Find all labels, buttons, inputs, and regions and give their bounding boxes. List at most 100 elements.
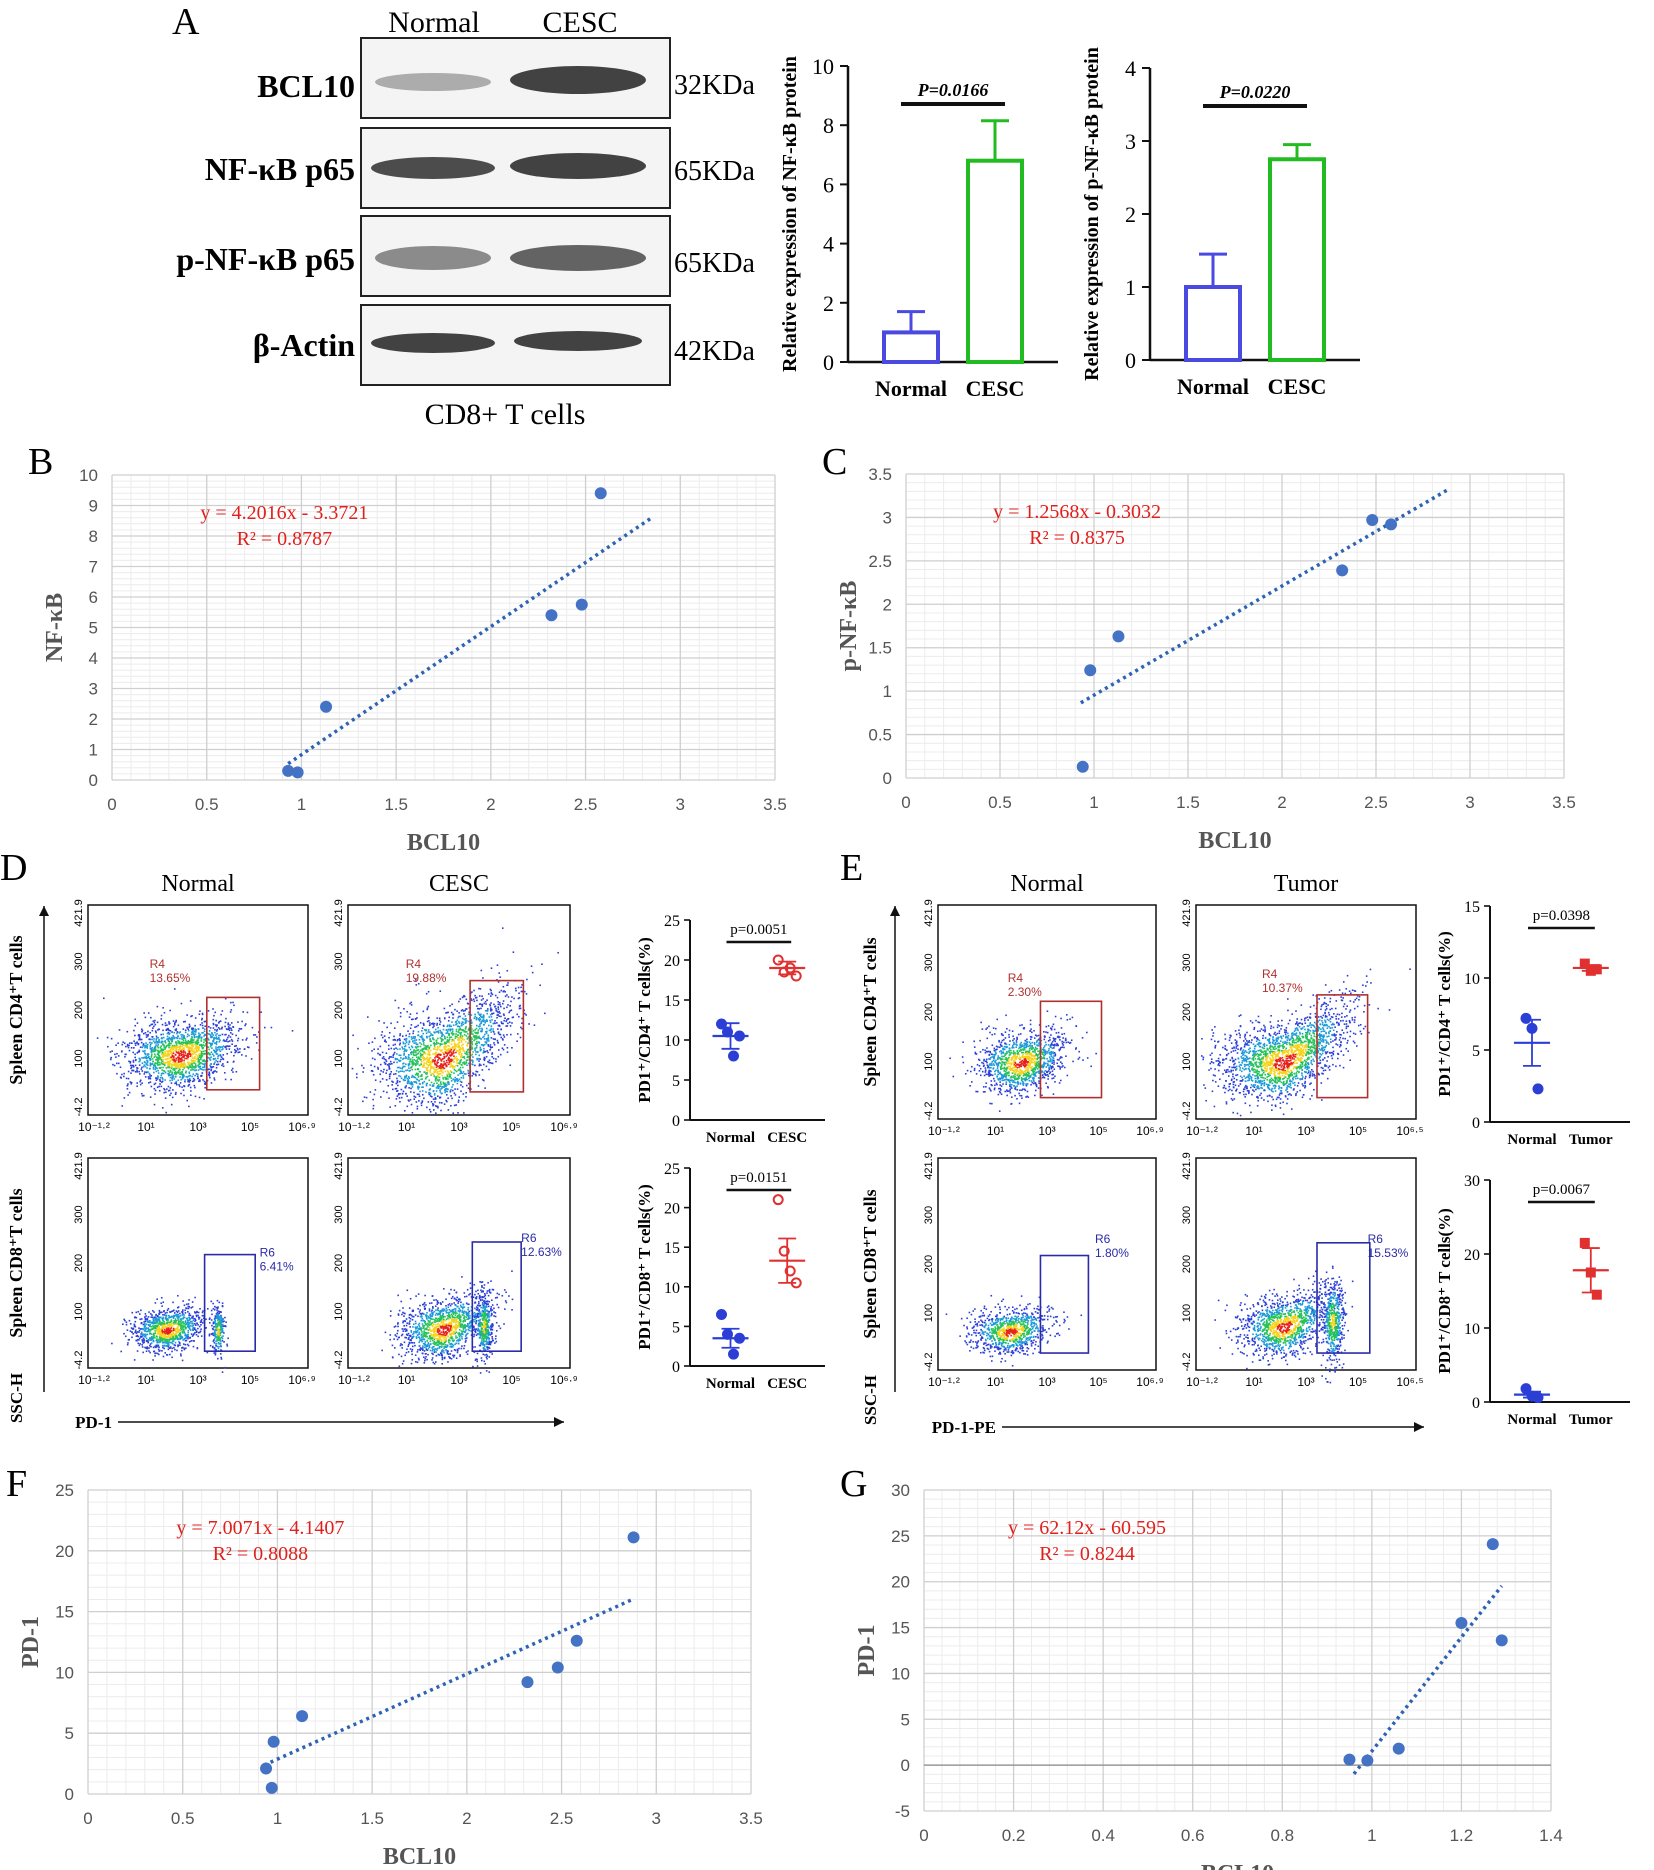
event-dot — [191, 1038, 194, 1041]
event-dot — [374, 1037, 376, 1040]
event-dot — [167, 1323, 169, 1326]
event-dot — [447, 1072, 450, 1074]
y-tick-label: 2 — [89, 710, 98, 729]
event-dot — [181, 1074, 184, 1076]
event-dot — [188, 1299, 190, 1301]
event-dot — [388, 1057, 390, 1060]
event-dot — [182, 1051, 185, 1053]
event-dot — [363, 1096, 366, 1098]
y-tick-label: 10 — [79, 466, 98, 485]
event-dot — [210, 1042, 212, 1045]
event-dot — [170, 1330, 173, 1332]
event-dot — [438, 1073, 440, 1076]
event-dot — [478, 1035, 480, 1038]
event-dot — [428, 1052, 430, 1055]
event-dot — [357, 1047, 359, 1050]
event-dot — [224, 1046, 227, 1049]
event-dot — [435, 1077, 438, 1080]
event-dot — [442, 1081, 445, 1084]
event-dot — [221, 1033, 224, 1036]
event-dot — [412, 1063, 415, 1065]
event-dot — [483, 1035, 485, 1038]
event-dot — [202, 1063, 204, 1065]
event-dot — [483, 1002, 486, 1005]
event-dot — [450, 1036, 453, 1039]
event-dot — [172, 1336, 175, 1338]
event-dot — [482, 1051, 485, 1054]
event-dot — [439, 1054, 442, 1056]
event-dot — [126, 1343, 129, 1346]
event-dot — [458, 1029, 460, 1032]
event-dot — [183, 1047, 185, 1049]
event-dot — [182, 1042, 185, 1044]
event-dot — [222, 1063, 224, 1065]
event-dot — [467, 1032, 469, 1035]
event-dot — [454, 1078, 457, 1081]
event-dot — [133, 1359, 136, 1361]
event-dot — [160, 1014, 163, 1017]
event-dot — [160, 1048, 162, 1050]
event-dot — [153, 1322, 156, 1325]
event-dot — [156, 1345, 158, 1348]
event-dot — [147, 1316, 150, 1318]
event-dot — [157, 1058, 160, 1061]
event-dot — [177, 1317, 179, 1320]
event-dot — [429, 1031, 431, 1033]
event-dot — [465, 1091, 467, 1094]
event-dot — [138, 1327, 140, 1329]
event-dot — [221, 1323, 224, 1326]
event-dot — [169, 1069, 172, 1072]
event-dot — [388, 1097, 390, 1099]
event-dot — [185, 1327, 188, 1329]
event-dot — [210, 1066, 212, 1068]
event-dot — [157, 1339, 160, 1342]
event-dot — [159, 1341, 162, 1343]
event-dot — [178, 1061, 180, 1063]
event-dot — [158, 1085, 161, 1088]
event-dot — [382, 1071, 384, 1073]
event-dot — [483, 1043, 486, 1046]
event-dot — [223, 1072, 226, 1074]
event-dot — [164, 1097, 167, 1099]
event-dot — [168, 1071, 171, 1074]
event-dot — [154, 1045, 157, 1048]
gate-rectangle — [206, 996, 261, 1091]
event-dot — [438, 1057, 440, 1060]
event-dot — [143, 1325, 146, 1327]
event-dot — [194, 1060, 197, 1062]
event-dot — [154, 1352, 156, 1355]
event-dot — [418, 1070, 421, 1073]
event-dot — [422, 1086, 424, 1089]
event-dot — [416, 1043, 419, 1046]
event-dot — [173, 1329, 175, 1332]
event-dot — [126, 1043, 129, 1046]
event-dot — [233, 1048, 236, 1051]
event-dot — [214, 1061, 216, 1064]
event-dot — [509, 1010, 511, 1012]
event-dot — [157, 1324, 160, 1327]
event-dot — [434, 1069, 437, 1072]
event-dot — [164, 1318, 167, 1320]
event-dot — [474, 996, 477, 999]
event-dot — [406, 1095, 408, 1097]
event-dot — [219, 1053, 222, 1056]
event-dot — [460, 1072, 463, 1074]
event-dot — [244, 1024, 246, 1027]
event-dot — [180, 1328, 183, 1331]
event-dot — [157, 1331, 160, 1334]
event-dot — [154, 1318, 157, 1320]
event-dot — [182, 1321, 184, 1324]
event-dot — [144, 1032, 147, 1034]
event-dot — [140, 1038, 143, 1041]
event-dot — [201, 1072, 204, 1074]
event-dot — [216, 1345, 219, 1348]
event-dot — [181, 1045, 183, 1048]
event-dot — [172, 1020, 175, 1022]
event-dot — [452, 1052, 454, 1055]
event-dot — [475, 1036, 477, 1039]
event-dot — [193, 1062, 196, 1064]
event-dot — [151, 1023, 154, 1026]
event-dot — [477, 1032, 479, 1034]
event-dot — [176, 1037, 179, 1040]
event-dot — [406, 1080, 409, 1083]
